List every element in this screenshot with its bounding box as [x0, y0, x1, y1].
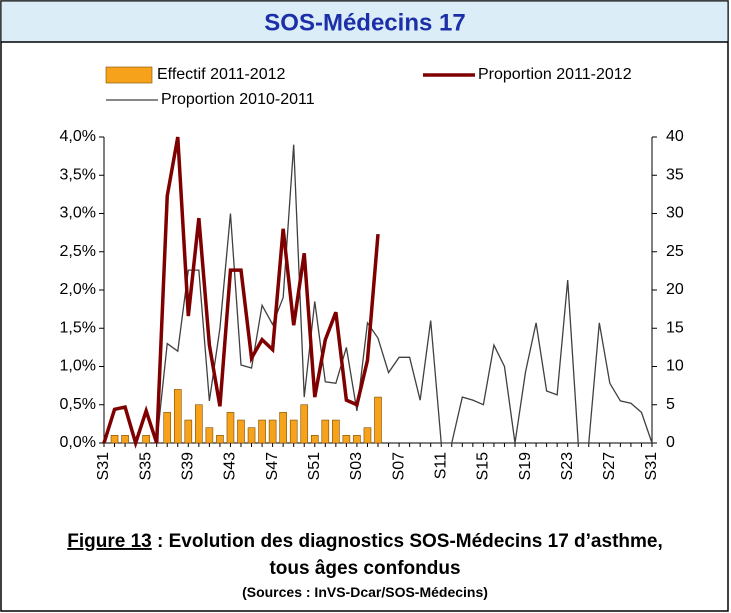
bar	[195, 404, 203, 444]
bar	[216, 435, 224, 444]
x-tick-label: S27	[601, 452, 618, 481]
bar	[226, 412, 235, 444]
bar	[205, 427, 214, 444]
y-tick-label: 3,0%	[60, 205, 96, 222]
bar	[289, 419, 298, 444]
legend-label: Proportion 2011-2012	[478, 66, 632, 83]
y-tick-label: 2,0%	[60, 281, 96, 298]
y2-tick-label: 10	[666, 358, 684, 375]
x-tick-label: S15	[475, 452, 492, 481]
bar	[363, 427, 372, 444]
caption-line: Figure 13 : Evolution des diagnostics SO…	[67, 531, 663, 552]
y-tick-label: 2,5%	[60, 243, 96, 260]
y2-tick-label: 35	[666, 166, 684, 183]
bar	[121, 435, 129, 444]
y2-tick-label: 15	[666, 319, 684, 336]
bar	[268, 419, 277, 444]
caption-source: (Sources : InVS-Dcar/SOS-Médecins)	[242, 584, 488, 600]
y2-tick-label: 0	[666, 434, 675, 451]
x-tick-label: S43	[222, 452, 239, 481]
x-tick-label: S19	[517, 452, 534, 481]
x-tick-label: S35	[137, 452, 154, 481]
y-tick-label: 1,5%	[60, 319, 96, 336]
bar	[374, 396, 382, 444]
legend-label: Effectif 2011-2012	[157, 66, 285, 83]
x-tick-label: S07	[390, 452, 407, 481]
header-title: SOS-Médecins 17	[264, 9, 465, 36]
bar	[237, 419, 245, 444]
figure-label: Figure 13	[67, 531, 151, 552]
bar	[110, 435, 119, 444]
y-tick-label: 4,0%	[60, 128, 96, 145]
line	[103, 144, 653, 446]
bar	[258, 419, 266, 444]
bar	[332, 419, 340, 444]
bar	[163, 412, 172, 444]
caption-line-2: tous âges confondus	[269, 558, 460, 579]
y2-tick-label: 30	[666, 205, 684, 222]
bar	[279, 412, 287, 444]
bar	[342, 435, 351, 444]
legend-swatch	[105, 66, 153, 84]
y-tick-label: 3,5%	[60, 166, 96, 183]
x-tick-label: S11	[432, 452, 449, 479]
bar	[321, 419, 330, 444]
x-tick-label: S51	[306, 452, 323, 481]
bar	[184, 419, 193, 444]
y-tick-label: 1,0%	[60, 358, 96, 375]
y2-tick-label: 20	[666, 281, 684, 298]
bar	[142, 435, 150, 444]
bar	[310, 435, 319, 444]
bar	[247, 427, 256, 444]
bar	[300, 404, 309, 444]
bar	[173, 389, 182, 444]
bar	[353, 435, 361, 444]
caption-text: : Evolution des diagnostics SOS-Médecins…	[152, 531, 663, 552]
header-band	[1, 1, 728, 42]
y-tick-label: 0,5%	[60, 396, 96, 413]
x-tick-label: S23	[559, 452, 576, 481]
x-tick-label: S31	[643, 452, 660, 481]
line	[102, 136, 380, 449]
y2-tick-label: 40	[666, 128, 684, 145]
x-tick-label: S47	[264, 452, 281, 481]
x-tick-label: S31	[95, 452, 112, 481]
chart: 0,0% 0,5% 1,0% 1,5% 2,0% 2,5% 3,0% 3,5% 4,0% 0 5 10…	[60, 66, 684, 480]
y2-tick-label: 5	[666, 396, 675, 413]
y2-tick-label: 25	[666, 243, 684, 260]
legend-label: Proportion 2010-2011	[161, 91, 315, 108]
y-tick-label: 0,0%	[60, 434, 96, 451]
x-tick-label: S03	[348, 452, 365, 481]
x-tick-label: S39	[180, 452, 197, 481]
